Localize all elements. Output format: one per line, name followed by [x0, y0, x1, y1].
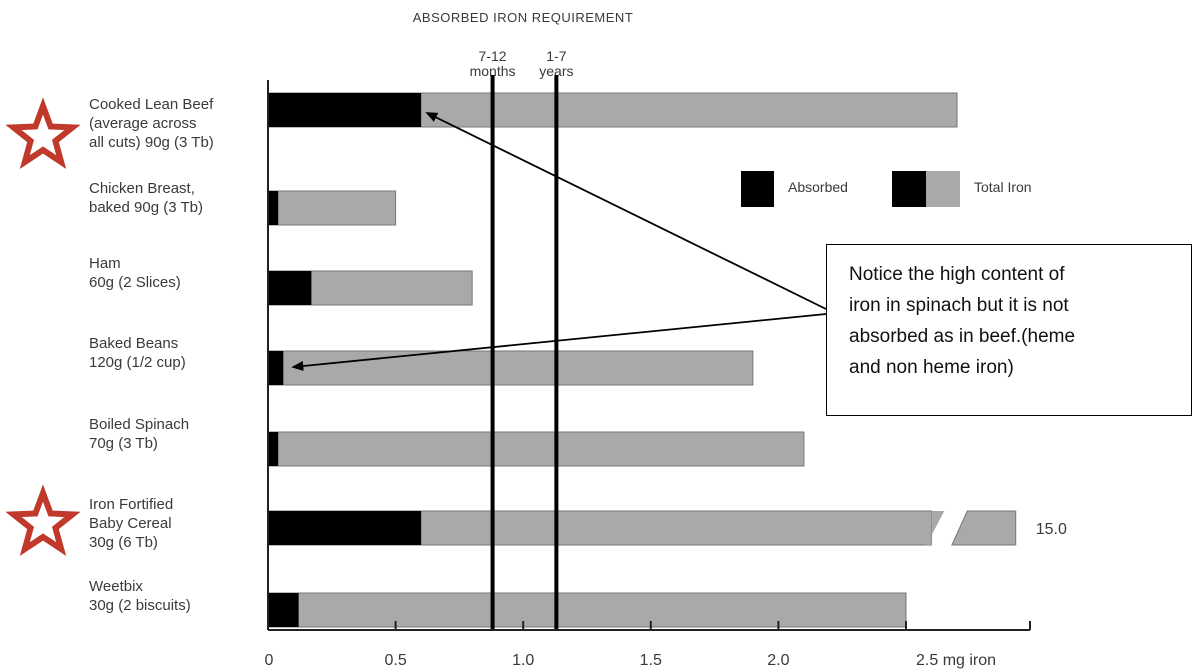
x-tick-label: 1.0: [512, 652, 534, 669]
bar-total-iron: [267, 350, 754, 386]
bar-total-iron: [267, 592, 907, 628]
chart-title: ABSORBED IRON REQUIREMENT: [413, 10, 634, 25]
category-label: Chicken Breast, baked 90g (3 Tb): [89, 180, 203, 216]
x-tick-label: 2.5 mg iron: [916, 652, 996, 669]
star-icon: [5, 484, 81, 557]
x-tick-label: 2.0: [767, 652, 789, 669]
x-tick-label: 0.5: [384, 652, 406, 669]
legend-label-total-iron: Total Iron: [974, 179, 1032, 195]
bar-absorbed: [268, 351, 284, 385]
annotation-arrow: [291, 313, 827, 371]
legend-swatch-absorbed: [741, 171, 774, 207]
category-label: Weetbix 30g (2 biscuits): [89, 578, 191, 614]
legend-label-absorbed: Absorbed: [788, 179, 848, 195]
bar-total-iron: [267, 190, 397, 226]
requirement-line-label: 1-7 years: [539, 48, 573, 79]
bar-total-iron-break: [926, 511, 945, 545]
bar-total-iron-continued: [951, 510, 1017, 546]
category-label: Iron Fortified Baby Cereal 30g (6 Tb): [89, 496, 173, 551]
bar-absorbed: [268, 432, 279, 466]
annotation-box: Notice the high content of iron in spinac…: [826, 244, 1192, 416]
legend-swatch-total-absorbed: [892, 171, 926, 207]
star-icon: [5, 97, 81, 170]
x-tick-label: 1.5: [640, 652, 662, 669]
category-label: Cooked Lean Beef (average across all cuts)…: [89, 96, 214, 151]
requirement-line-label: 7-12 months: [470, 48, 516, 79]
bar-total-iron: [267, 431, 805, 467]
legend-swatch-total: [926, 171, 960, 207]
broken-bar-value-label: 15.0: [1036, 521, 1067, 538]
category-label: Baked Beans 120g (1/2 cup): [89, 335, 186, 371]
annotation-arrow: [425, 112, 827, 310]
bar-absorbed: [268, 93, 422, 127]
category-label: Ham 60g (2 Slices): [89, 255, 181, 291]
x-tick-label: 0: [265, 652, 274, 669]
category-label: Boiled Spinach 70g (3 Tb): [89, 416, 189, 452]
bar-absorbed: [268, 593, 299, 627]
bar-absorbed: [268, 271, 312, 305]
bar-absorbed: [268, 191, 279, 225]
annotation-text: Notice the high content of iron in spinac…: [849, 264, 1076, 378]
bar-absorbed: [268, 511, 422, 545]
